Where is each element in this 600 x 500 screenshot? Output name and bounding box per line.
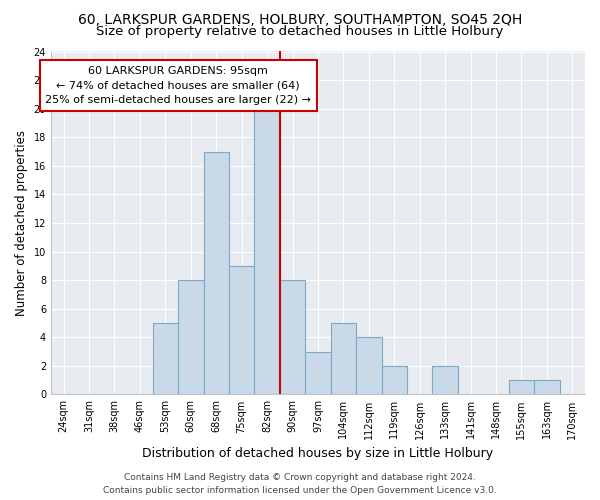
Text: Size of property relative to detached houses in Little Holbury: Size of property relative to detached ho… [97,25,503,38]
Bar [331,323,356,394]
Bar [280,280,305,394]
Bar [152,323,178,394]
X-axis label: Distribution of detached houses by size in Little Holbury: Distribution of detached houses by size … [142,447,494,460]
Bar [382,366,407,394]
Bar [203,152,229,394]
Text: 60, LARKSPUR GARDENS, HOLBURY, SOUTHAMPTON, SO45 2QH: 60, LARKSPUR GARDENS, HOLBURY, SOUTHAMPT… [78,12,522,26]
Text: Contains HM Land Registry data © Crown copyright and database right 2024.
Contai: Contains HM Land Registry data © Crown c… [103,474,497,495]
Bar [229,266,254,394]
Y-axis label: Number of detached properties: Number of detached properties [15,130,28,316]
Bar [178,280,203,394]
Text: 60 LARKSPUR GARDENS: 95sqm
← 74% of detached houses are smaller (64)
25% of semi: 60 LARKSPUR GARDENS: 95sqm ← 74% of deta… [45,66,311,106]
Bar [356,338,382,394]
Bar [305,352,331,395]
Bar [433,366,458,394]
Bar [534,380,560,394]
Bar [254,108,280,395]
Bar [509,380,534,394]
